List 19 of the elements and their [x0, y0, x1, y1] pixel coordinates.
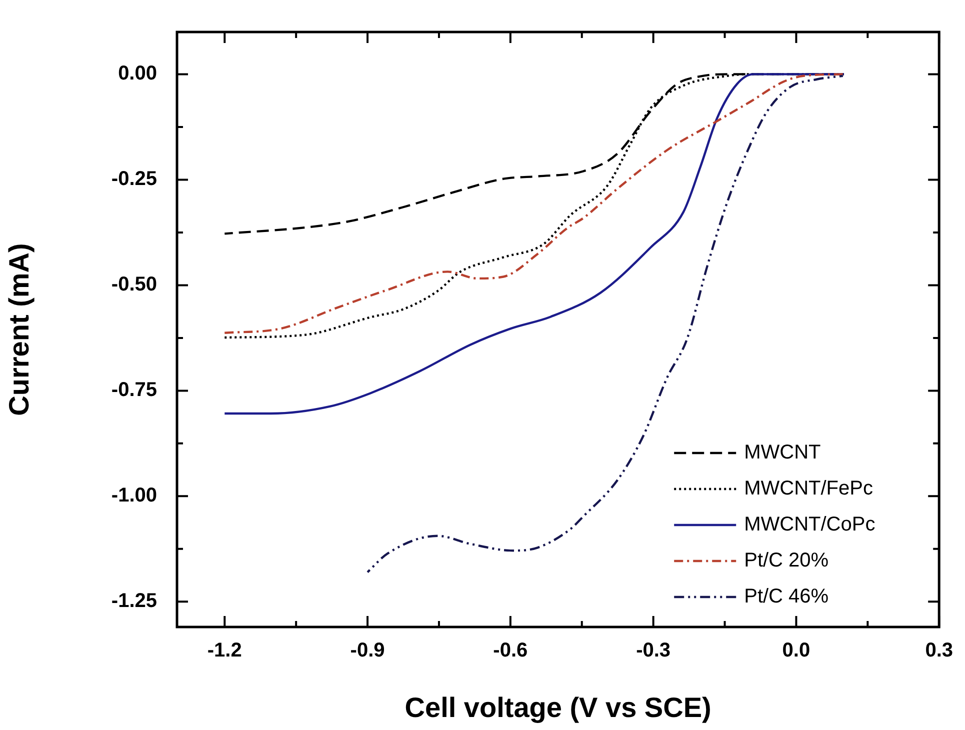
y-tick-label: -1.00: [111, 484, 157, 507]
y-tick-label: -0.75: [111, 379, 157, 402]
legend-label: MWCNT: [744, 442, 821, 464]
legend-label: MWCNT/FePc: [744, 478, 873, 500]
legend-label: MWCNT/CoPc: [744, 514, 876, 536]
x-tick-label: -0.3: [636, 640, 671, 662]
legend-label: Pt/C 20%: [744, 550, 829, 572]
x-tick-label: 0.0: [782, 640, 810, 662]
x-tick-label: 0.3: [925, 640, 954, 662]
x-tick-label: -1.2: [207, 640, 242, 662]
y-axis-title: Current (mA): [4, 243, 35, 416]
legend-label: Pt/C 46%: [744, 586, 829, 608]
x-axis-title: Cell voltage (V vs SCE): [404, 692, 712, 723]
x-tick-label: -0.9: [350, 640, 385, 662]
y-tick-label: -1.25: [111, 590, 157, 612]
y-tick-label: 0.00: [118, 62, 157, 85]
y-tick-label: -0.25: [111, 168, 157, 190]
x-tick-label: -0.6: [493, 640, 528, 662]
y-tick-label: -0.50: [111, 274, 157, 296]
